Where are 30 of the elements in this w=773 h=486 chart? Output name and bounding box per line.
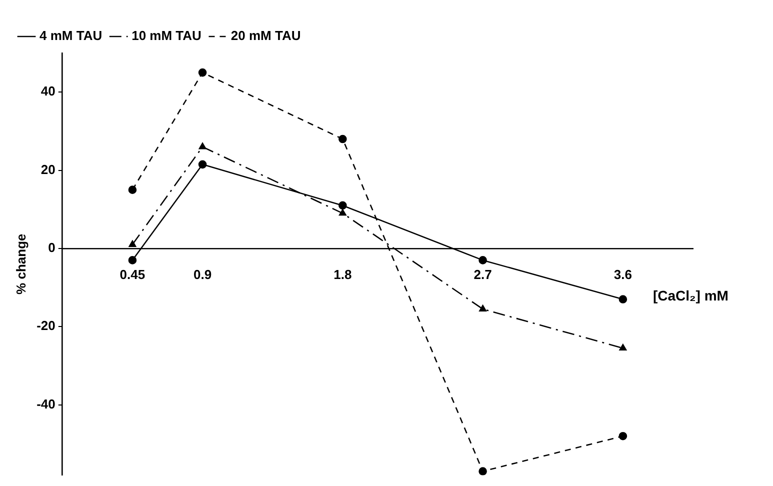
- point: [128, 240, 136, 247]
- point: [338, 134, 347, 144]
- point: [338, 209, 346, 216]
- point: [618, 295, 628, 304]
- y-tick-label: 40: [40, 84, 56, 99]
- x-tick-label: 0.45: [120, 266, 146, 282]
- point: [619, 344, 627, 351]
- x-tick-label: 0.9: [193, 266, 212, 282]
- point: [478, 467, 487, 476]
- point: [478, 256, 487, 264]
- point: [338, 201, 347, 210]
- x-tick-label: 1.8: [334, 266, 352, 282]
- x-tick-label: 3.6: [614, 266, 632, 282]
- legend-label: 20 mM TAU: [230, 28, 301, 44]
- y-tick-label: 20: [40, 162, 56, 177]
- legend-label: 4 mM TAU: [40, 28, 102, 44]
- point: [128, 186, 137, 194]
- y-tick-label: -40: [36, 396, 56, 412]
- x-tick-label: 2.7: [474, 266, 492, 282]
- point: [198, 68, 207, 77]
- y-tick-label: 0: [48, 240, 56, 256]
- point: [618, 432, 628, 440]
- point: [198, 142, 206, 150]
- y-tick-label: -20: [36, 318, 56, 334]
- point: [198, 160, 207, 169]
- point: [479, 304, 486, 312]
- point: [128, 256, 137, 264]
- x-axis-title: [CaCl₂] mM: [653, 287, 728, 304]
- legend-label: 10 mM TAU: [132, 28, 202, 44]
- y-axis-title: % change: [13, 234, 28, 294]
